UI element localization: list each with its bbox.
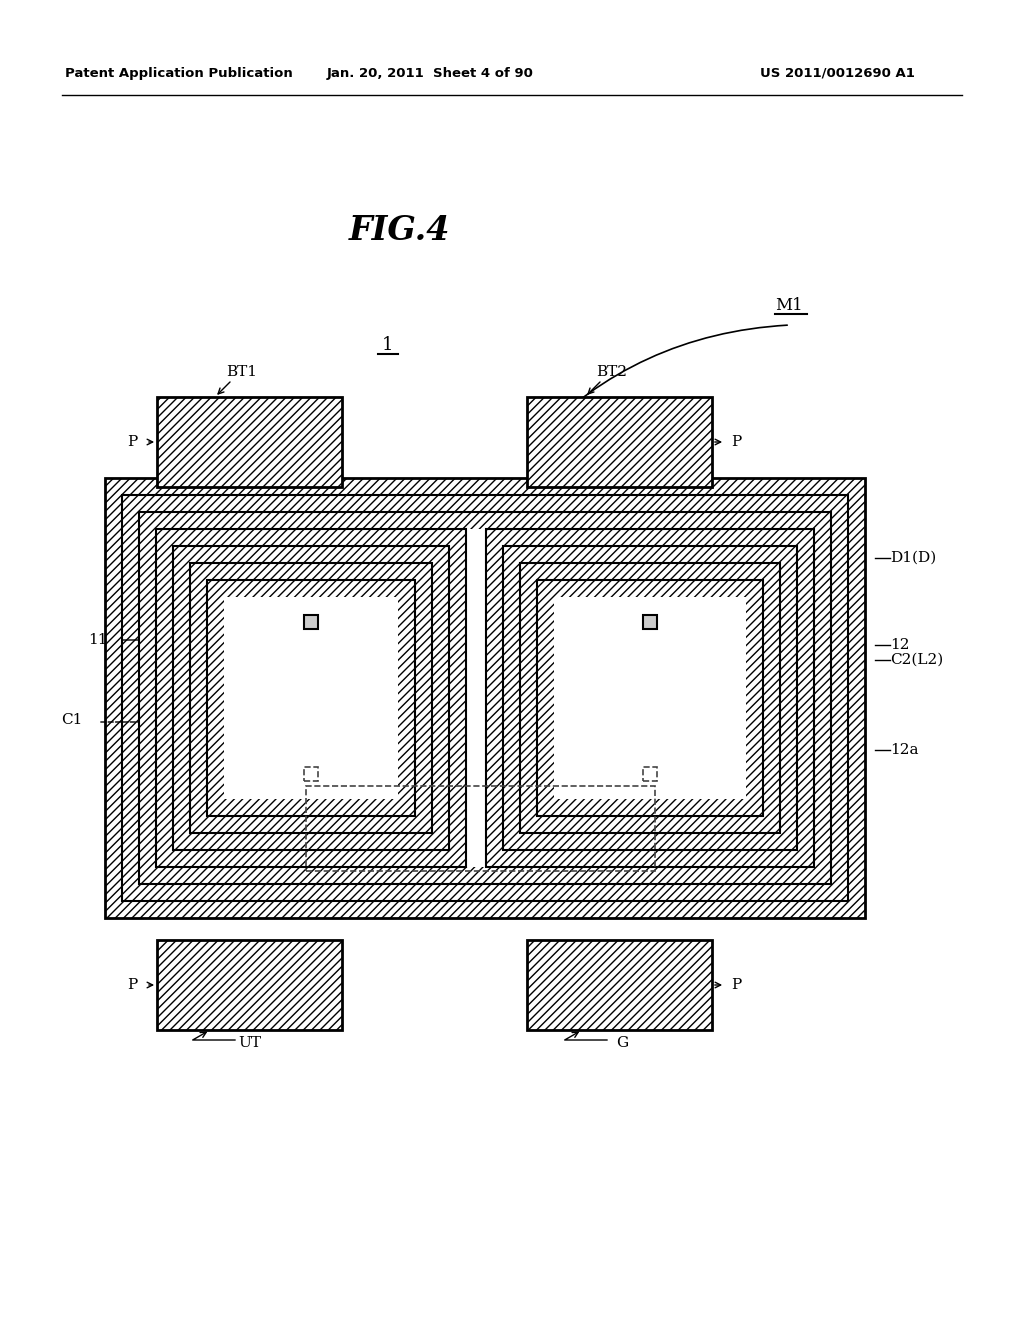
Bar: [157, 397, 342, 487]
Bar: [139, 512, 831, 884]
Bar: [207, 579, 415, 816]
Bar: [503, 546, 797, 850]
Text: C1: C1: [61, 713, 83, 727]
Bar: [554, 597, 746, 799]
Bar: [520, 564, 780, 833]
Text: BT2: BT2: [597, 366, 628, 379]
Bar: [190, 564, 432, 833]
Bar: [156, 529, 466, 867]
Bar: [537, 579, 763, 816]
Text: 1: 1: [382, 337, 394, 354]
Bar: [156, 529, 814, 867]
Bar: [643, 767, 657, 781]
Bar: [537, 579, 763, 816]
Text: P: P: [127, 978, 137, 993]
Text: P: P: [127, 436, 137, 449]
Text: Jan. 20, 2011  Sheet 4 of 90: Jan. 20, 2011 Sheet 4 of 90: [327, 66, 534, 79]
Text: 12: 12: [890, 638, 909, 652]
Text: C2(L2): C2(L2): [890, 653, 943, 667]
Text: 12b: 12b: [663, 586, 689, 601]
Text: 11: 11: [88, 634, 108, 647]
Text: P: P: [731, 978, 741, 993]
Text: US 2011/0012690 A1: US 2011/0012690 A1: [760, 66, 914, 79]
Bar: [105, 478, 865, 917]
Bar: [173, 546, 449, 850]
Text: G: G: [615, 1036, 628, 1049]
Bar: [139, 512, 831, 884]
Text: P: P: [731, 436, 741, 449]
Bar: [527, 397, 712, 487]
Bar: [527, 940, 712, 1030]
Bar: [190, 564, 432, 833]
Text: FIG.4: FIG.4: [349, 214, 451, 247]
Text: M1: M1: [775, 297, 803, 314]
Bar: [304, 767, 318, 781]
Text: 11b: 11b: [324, 586, 350, 601]
Bar: [157, 940, 342, 1030]
Bar: [224, 597, 398, 799]
Bar: [304, 615, 318, 630]
Bar: [122, 495, 848, 902]
Text: UT: UT: [239, 1036, 261, 1049]
Bar: [122, 495, 848, 902]
Text: D1(D): D1(D): [890, 550, 936, 565]
Bar: [173, 546, 449, 850]
Text: 12a: 12a: [890, 743, 919, 756]
Bar: [520, 564, 780, 833]
Text: BT1: BT1: [226, 366, 257, 379]
Bar: [643, 615, 657, 630]
Text: Patent Application Publication: Patent Application Publication: [65, 66, 293, 79]
Text: P: P: [645, 711, 655, 725]
Bar: [207, 579, 415, 816]
Bar: [503, 546, 797, 850]
Text: P: P: [306, 711, 316, 725]
Bar: [486, 529, 814, 867]
Bar: [306, 785, 655, 871]
